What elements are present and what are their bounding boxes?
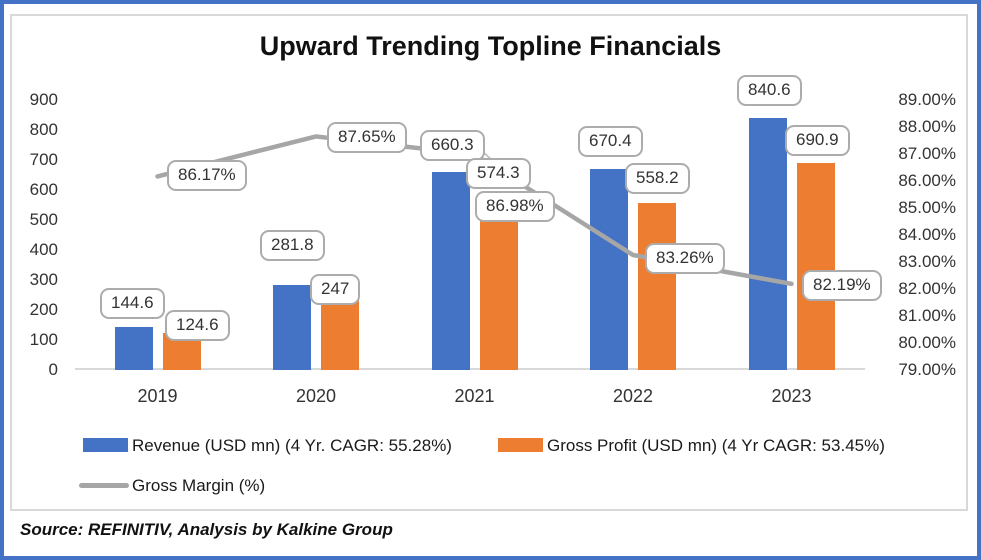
x-axis-label: 2023: [771, 386, 812, 406]
gross-profit-legend-label: Gross Profit (USD mn) (4 Yr CAGR: 53.45%…: [547, 436, 885, 455]
revenue-bar-2023: [748, 117, 787, 370]
gross-profit-bar-2023: [796, 162, 835, 370]
revenue-bar-2019: [114, 326, 153, 370]
x-axis-label: 2020: [295, 386, 337, 406]
right-axis-tick: 81.00%: [898, 306, 956, 325]
left-axis-tick: 100: [29, 330, 58, 349]
right-axis-tick: 86.00%: [898, 171, 956, 190]
left-axis-tick: 0: [48, 360, 58, 379]
left-axis-tick: 500: [29, 210, 58, 229]
x-axis-label: 2021: [454, 386, 495, 406]
right-axis-tick: 80.00%: [898, 333, 956, 352]
gross-profit-bar-2022: [638, 202, 676, 370]
gross-margin-data-label-2023: 82.19%: [802, 270, 882, 301]
gross-profit-data-label-2021: 574.3: [466, 158, 531, 189]
revenue-bar-2020: [273, 285, 311, 370]
left-axis-tick: 200: [29, 300, 58, 319]
gross-profit-bar-2021: [479, 197, 518, 370]
chart-title: Upward Trending Topline Financials: [259, 31, 722, 61]
gross-profit-data-label-2022: 558.2: [625, 163, 690, 194]
gross-margin-legend-label: Gross Margin (%): [132, 476, 266, 495]
source-note: Source: REFINITIV, Analysis by Kalkine G…: [20, 520, 393, 539]
gross-profit-bar-2020: [321, 295, 359, 370]
gross-profit-legend-swatch: [498, 438, 543, 452]
revenue-data-label-2021: 660.3: [420, 130, 485, 161]
right-axis-tick: 82.00%: [898, 279, 956, 298]
gross-margin-data-label-2019: 86.17%: [167, 160, 247, 191]
left-axis-tick: 800: [29, 120, 58, 139]
revenue-data-label-2022: 670.4: [578, 126, 643, 157]
right-axis-tick: 88.00%: [898, 117, 956, 136]
right-axis-tick: 83.00%: [898, 252, 956, 271]
gross-margin-legend-swatch: [79, 483, 129, 488]
x-axis-label: 2019: [137, 386, 178, 406]
right-axis-tick: 79.00%: [898, 360, 956, 379]
revenue-legend-label: Revenue (USD mn) (4 Yr. CAGR: 55.28%): [132, 436, 452, 455]
revenue-legend-swatch: [83, 438, 128, 452]
x-axis-line: [75, 368, 865, 370]
left-axis-tick: 400: [29, 240, 58, 259]
left-axis-tick: 900: [29, 90, 58, 109]
revenue-bar-2022: [590, 168, 628, 370]
gross-margin-data-label-2021: 86.98%: [475, 191, 555, 222]
gross-profit-data-label-2019: 124.6: [165, 310, 230, 341]
revenue-bar-2021: [431, 171, 470, 370]
gross-margin-data-label-2022: 83.26%: [645, 243, 725, 274]
right-axis-tick: 87.00%: [898, 144, 956, 163]
left-axis-tick: 700: [29, 150, 58, 169]
left-axis-tick: 600: [29, 180, 58, 199]
right-axis-tick: 85.00%: [898, 198, 956, 217]
right-axis-tick: 89.00%: [898, 90, 956, 109]
gross-margin-data-label-2020: 87.65%: [327, 122, 407, 153]
x-axis-label: 2022: [612, 386, 654, 406]
revenue-data-label-2023: 840.6: [737, 75, 802, 106]
revenue-data-label-2019: 144.6: [100, 288, 165, 319]
gross-profit-data-label-2020: 247: [310, 274, 361, 305]
left-axis-tick: 300: [29, 270, 58, 289]
right-axis-tick: 84.00%: [898, 225, 956, 244]
gross-profit-data-label-2023: 690.9: [785, 125, 850, 156]
revenue-data-label-2020: 281.8: [260, 230, 325, 261]
